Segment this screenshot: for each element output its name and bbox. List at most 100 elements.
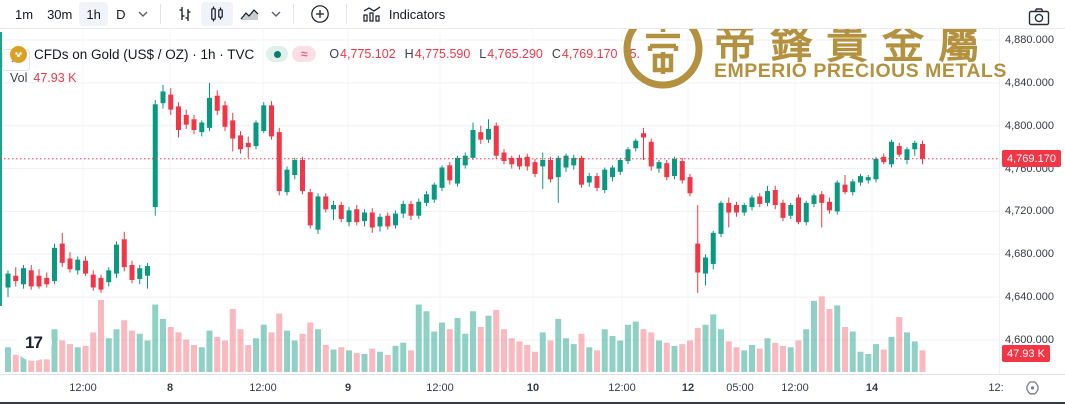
camera-snapshot-icon[interactable] <box>1020 5 1058 29</box>
price-axis-label: 4,680.000 <box>1005 248 1054 261</box>
interval-button-1h[interactable]: 1h <box>79 2 108 26</box>
close-value: 4,769.170 <box>561 47 618 61</box>
candle-body <box>222 105 228 127</box>
volume-legend: Vol 47.93 K <box>10 68 640 88</box>
candle-body <box>369 212 375 228</box>
candle-body <box>834 182 840 212</box>
volume-bar <box>501 329 507 372</box>
candle-body <box>462 155 468 166</box>
indicators-button[interactable]: Indicators <box>355 2 452 26</box>
candle-body <box>532 162 538 174</box>
interval-button-1m[interactable]: 1m <box>8 2 40 26</box>
candle-body <box>509 157 515 165</box>
market-status-chip[interactable] <box>266 46 289 62</box>
symbol-title[interactable]: CFDs on Gold (US$ / OZ) · 1h · TVC <box>34 46 255 62</box>
chart-canvas[interactable] <box>0 0 999 404</box>
volume-bar <box>276 313 283 372</box>
volume-bar <box>594 350 600 372</box>
area-chart-type-icon[interactable] <box>233 2 267 26</box>
volume-bar <box>268 332 275 372</box>
approx-price-chip[interactable]: ≈ <box>292 46 317 62</box>
volume-bar <box>175 332 182 372</box>
interval-chevron-down-icon[interactable] <box>134 9 152 19</box>
volume-bar <box>36 358 42 372</box>
candle-body <box>28 270 34 287</box>
candle-body <box>641 133 646 138</box>
volume-bar <box>625 324 631 372</box>
candle-body <box>610 167 615 178</box>
high-value: 4,775.590 <box>414 47 471 61</box>
candle-body <box>52 247 57 282</box>
volume-bar <box>865 354 872 372</box>
volume-bar <box>121 320 128 372</box>
candle-body <box>431 184 437 200</box>
candle-body <box>850 181 856 193</box>
candle-body <box>803 202 809 223</box>
volume-bar <box>493 309 500 372</box>
axis-settings-gear-icon[interactable] <box>1024 380 1041 402</box>
volume-bar <box>167 327 174 372</box>
compare-add-icon[interactable] <box>302 2 338 26</box>
time-axis[interactable]: 12:00 8 12:00 9 12:00 10 12:00 12 05:00 12:00 14 12… <box>0 374 1065 402</box>
candle-body <box>238 135 243 150</box>
volume-bar <box>229 309 236 372</box>
time-axis-label: 12:00 <box>781 382 809 394</box>
volume-bar <box>415 304 422 372</box>
bars-chart-type-icon[interactable] <box>169 2 201 26</box>
volume-bar <box>904 332 910 372</box>
volume-bar <box>725 341 732 372</box>
volume-bar <box>439 322 445 372</box>
volume-bar <box>857 351 864 372</box>
candle-body <box>710 232 716 264</box>
tradingview-logo[interactable]: 17 <box>15 324 52 361</box>
volume-bar <box>245 345 252 372</box>
volume-bar <box>818 296 825 372</box>
volume-bar <box>485 315 492 372</box>
volume-bar <box>764 338 771 372</box>
volume-bar <box>400 342 407 372</box>
interval-button-30m[interactable]: 30m <box>40 2 79 26</box>
volume-bar <box>51 329 58 372</box>
volume-bar <box>547 340 554 372</box>
volume-bar <box>849 331 856 372</box>
candles-chart-type-icon[interactable] <box>200 2 233 26</box>
price-axis[interactable]: 4,880.000 4,840.000 4,800.000 4,760.000 4,72… <box>999 29 1065 374</box>
time-axis-label: 14 <box>865 382 879 394</box>
candle-body <box>408 203 414 216</box>
price-axis-label: 4,800.000 <box>1005 119 1054 132</box>
candle-body <box>842 184 848 193</box>
volume-bar <box>702 324 709 372</box>
candle-body <box>145 266 150 276</box>
candle-body <box>478 132 484 140</box>
time-axis-label: 12:00 <box>426 382 454 394</box>
candle-body <box>284 169 290 193</box>
candle-body <box>253 122 259 147</box>
volume-bar <box>113 329 120 372</box>
vol-key: Vol <box>10 71 28 85</box>
candle-body <box>207 97 212 128</box>
interval-button-d[interactable]: D <box>108 2 134 26</box>
candle-body <box>780 202 786 218</box>
volume-bar <box>570 344 577 372</box>
candle-body <box>904 149 910 160</box>
candle-body <box>741 205 747 213</box>
volume-bar <box>136 333 143 372</box>
candle-body <box>362 212 367 222</box>
candle-body <box>501 152 507 162</box>
volume-bar <box>90 332 97 372</box>
volume-bar <box>578 333 585 372</box>
candle-body <box>493 125 499 156</box>
volume-bar <box>516 341 523 372</box>
candle-body <box>331 205 336 210</box>
volume-bar <box>756 348 763 372</box>
volume-bar <box>338 347 345 372</box>
candle-body <box>67 258 73 270</box>
volume-bar <box>780 345 786 372</box>
candle-body <box>447 165 453 181</box>
chart-type-chevron-down-icon[interactable] <box>267 9 285 19</box>
candle-body <box>540 160 546 167</box>
volume-bar <box>508 338 515 372</box>
volume-bar <box>787 347 794 372</box>
candle-body <box>920 143 925 159</box>
volume-bar <box>105 338 112 372</box>
